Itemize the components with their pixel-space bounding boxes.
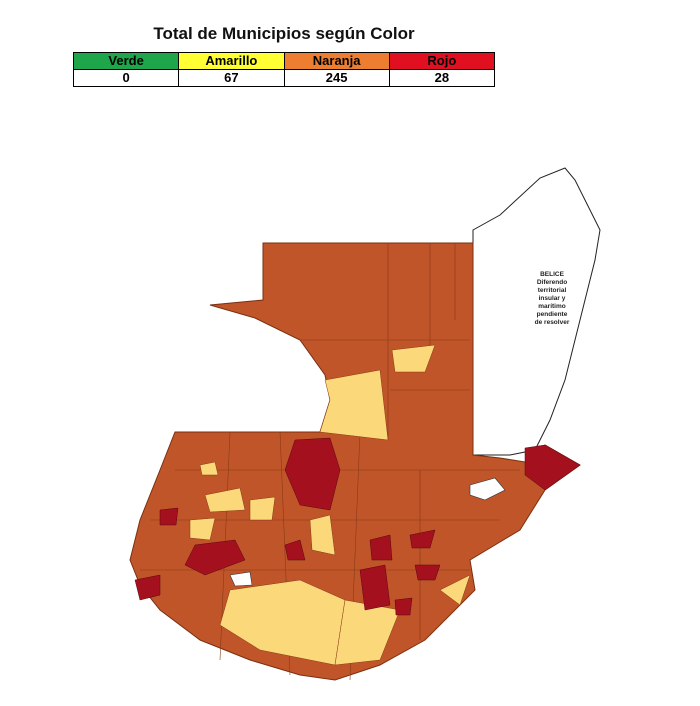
belize-label-line: de resolver	[535, 319, 570, 326]
belize-label-line: BELICE	[540, 271, 565, 278]
header-cell: Naranja	[283, 52, 390, 70]
belize-label: BELICE Diferendo territorial insular y m…	[535, 271, 570, 326]
yellow-municipalities	[189, 344, 471, 666]
belize-label-line: territorial	[538, 287, 567, 294]
title: Total de Municipios según Color	[153, 24, 415, 43]
header-cell: Rojo	[388, 52, 496, 70]
lake-atitlan	[229, 571, 253, 587]
color-table: Verde Amarillo Naranja Rojo 0 67 245 28	[72, 52, 496, 87]
value-cell: 245	[283, 69, 390, 87]
value-cell: 67	[178, 69, 285, 87]
red-municipalities	[134, 437, 581, 616]
header-cell: Amarillo	[178, 52, 285, 70]
belize-label-line: pendiente	[537, 311, 568, 318]
value-cell: 0	[72, 69, 180, 87]
belize-label-line: marítimo	[538, 303, 565, 310]
header-cell: Verde	[72, 52, 180, 70]
belize-label-line: Diferendo	[537, 279, 567, 286]
value-cell: 28	[388, 69, 496, 87]
lake-izabal	[469, 477, 506, 501]
belize-label-line: insular y	[539, 295, 566, 302]
